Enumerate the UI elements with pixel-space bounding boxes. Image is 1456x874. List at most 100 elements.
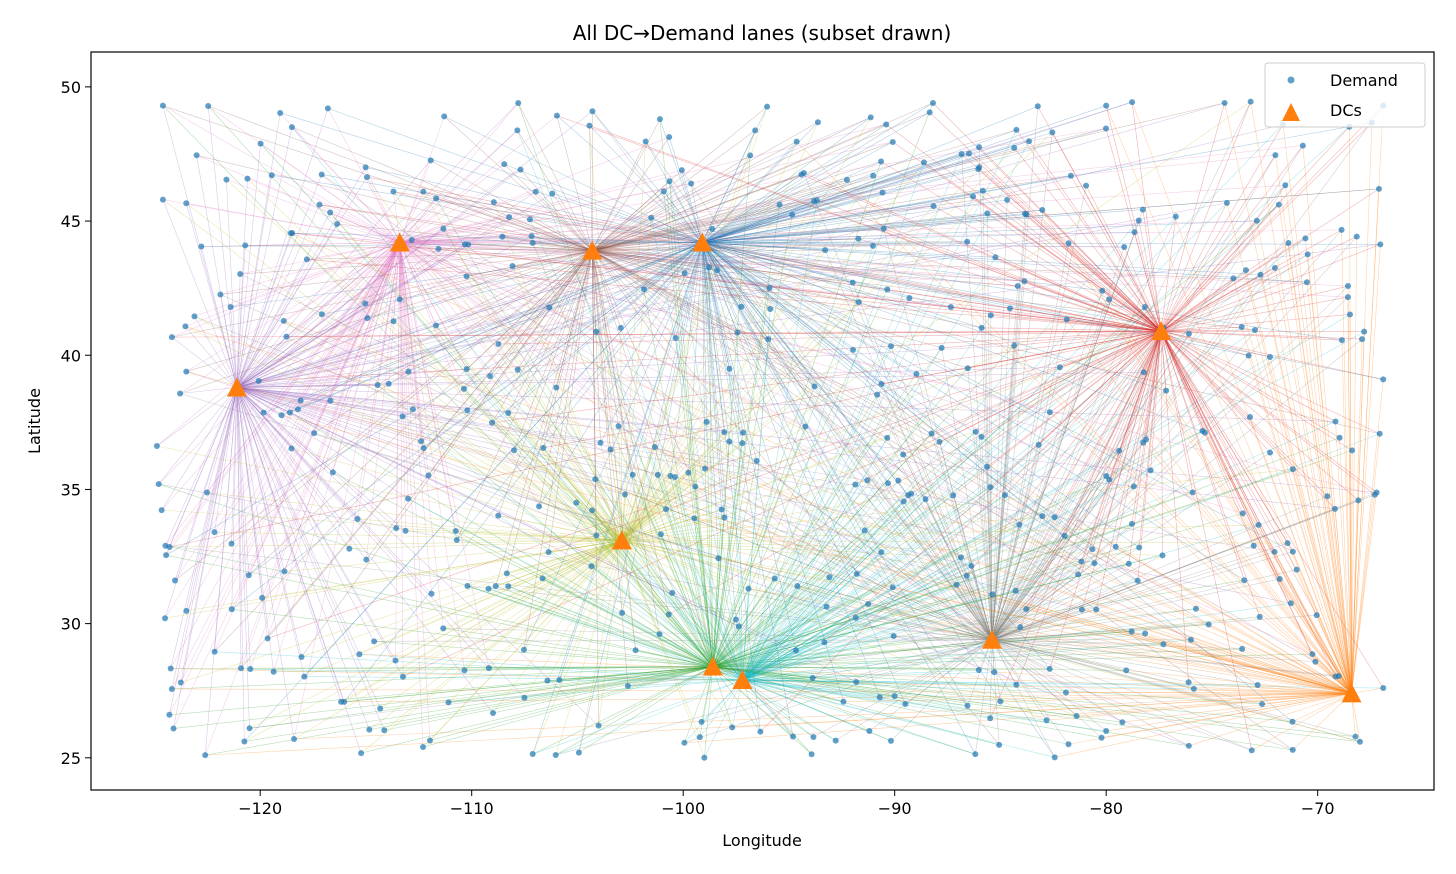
lane-line: [621, 299, 1110, 541]
lane-line: [542, 540, 622, 579]
demand-point: [268, 172, 275, 179]
demand-point: [794, 583, 801, 590]
lane-line: [1257, 684, 1352, 694]
lane-line: [507, 412, 623, 541]
lane-line: [702, 242, 1307, 283]
demand-point: [520, 646, 527, 653]
lane-line: [523, 540, 623, 650]
lane-line: [249, 540, 622, 729]
lane-line: [547, 666, 713, 681]
demand-point: [211, 529, 218, 536]
lane-line: [742, 483, 889, 681]
lane-line: [712, 579, 1245, 667]
demand-point: [947, 303, 954, 310]
lane-line: [552, 193, 703, 243]
lane-line: [742, 493, 912, 681]
lane-line: [161, 387, 238, 511]
dc-marker: [981, 629, 1002, 649]
lane-line: [589, 125, 593, 251]
lane-line: [742, 575, 967, 681]
lane-line: [399, 242, 490, 669]
lane-line: [621, 192, 883, 541]
lane-line: [701, 242, 906, 705]
lane-line: [1161, 330, 1336, 422]
lane-line: [1028, 141, 1162, 332]
demand-point: [485, 665, 492, 672]
lane-line: [742, 561, 1082, 681]
lane-line: [543, 330, 1162, 449]
lane-line: [169, 387, 238, 715]
lane-line: [297, 242, 401, 410]
lane-line: [742, 437, 888, 681]
lane-line: [165, 387, 238, 556]
dc-marker: [1151, 321, 1172, 341]
demand-point: [393, 525, 400, 532]
lane-line: [835, 639, 993, 741]
lane-line: [991, 639, 1316, 663]
lane-line: [240, 250, 593, 275]
lane-line: [621, 460, 757, 541]
lane-line: [995, 256, 1162, 332]
lane-line: [399, 169, 682, 243]
lane-line: [165, 242, 401, 556]
lane-line: [549, 250, 593, 308]
lane-line: [245, 242, 400, 246]
lane-line: [654, 446, 714, 667]
lane-line: [712, 214, 793, 667]
demand-point: [978, 324, 985, 331]
lane-line: [1274, 551, 1352, 694]
demand-point: [702, 465, 709, 472]
lane-line: [399, 242, 1125, 248]
lane-line: [185, 242, 400, 327]
demand-point: [217, 291, 224, 298]
lane-line: [852, 282, 993, 640]
lane-line: [327, 108, 703, 243]
lane-line: [1253, 545, 1352, 694]
lane-line: [701, 242, 730, 369]
lane-line: [742, 679, 1047, 721]
lane-line: [712, 509, 722, 667]
lane-line: [1292, 469, 1352, 694]
lane-line: [284, 242, 401, 572]
lane-line: [330, 400, 622, 541]
lane-line: [941, 347, 993, 640]
lane-line: [1241, 326, 1352, 694]
demand-point: [938, 344, 945, 351]
demand-point: [1199, 427, 1206, 434]
lane-line: [592, 124, 887, 251]
lane-line: [422, 666, 713, 748]
lane-line: [796, 141, 1352, 694]
demand-point: [1141, 304, 1148, 311]
lane-line: [236, 190, 983, 388]
lane-line: [702, 153, 969, 243]
demand-point: [237, 270, 244, 277]
lane-line: [1160, 330, 1316, 662]
legend-box: [1264, 62, 1426, 128]
lane-line: [702, 242, 917, 375]
lane-line: [236, 160, 431, 388]
demand-point: [997, 698, 1004, 705]
lane-line: [506, 250, 593, 574]
demand-point: [521, 694, 528, 701]
lane-line: [186, 242, 400, 372]
lane-line: [591, 118, 661, 251]
lane-line: [858, 238, 1162, 332]
lane-line: [742, 578, 776, 681]
lane-line: [1347, 297, 1352, 694]
lane-line: [742, 470, 1151, 681]
lane-line: [592, 141, 797, 251]
demand-point: [1016, 521, 1023, 528]
demand-point: [286, 409, 293, 416]
demand-point: [390, 318, 397, 325]
lane-line: [341, 666, 713, 703]
lane-line: [399, 242, 722, 510]
dc-marker: [702, 656, 723, 676]
lane-line: [293, 540, 623, 740]
lane-line: [905, 639, 993, 705]
lane-line: [702, 242, 1138, 581]
lane-line: [911, 330, 1162, 494]
lane-line: [991, 624, 1209, 641]
lane-line: [701, 242, 757, 461]
demand-point: [766, 285, 773, 292]
lane-line: [248, 242, 703, 576]
